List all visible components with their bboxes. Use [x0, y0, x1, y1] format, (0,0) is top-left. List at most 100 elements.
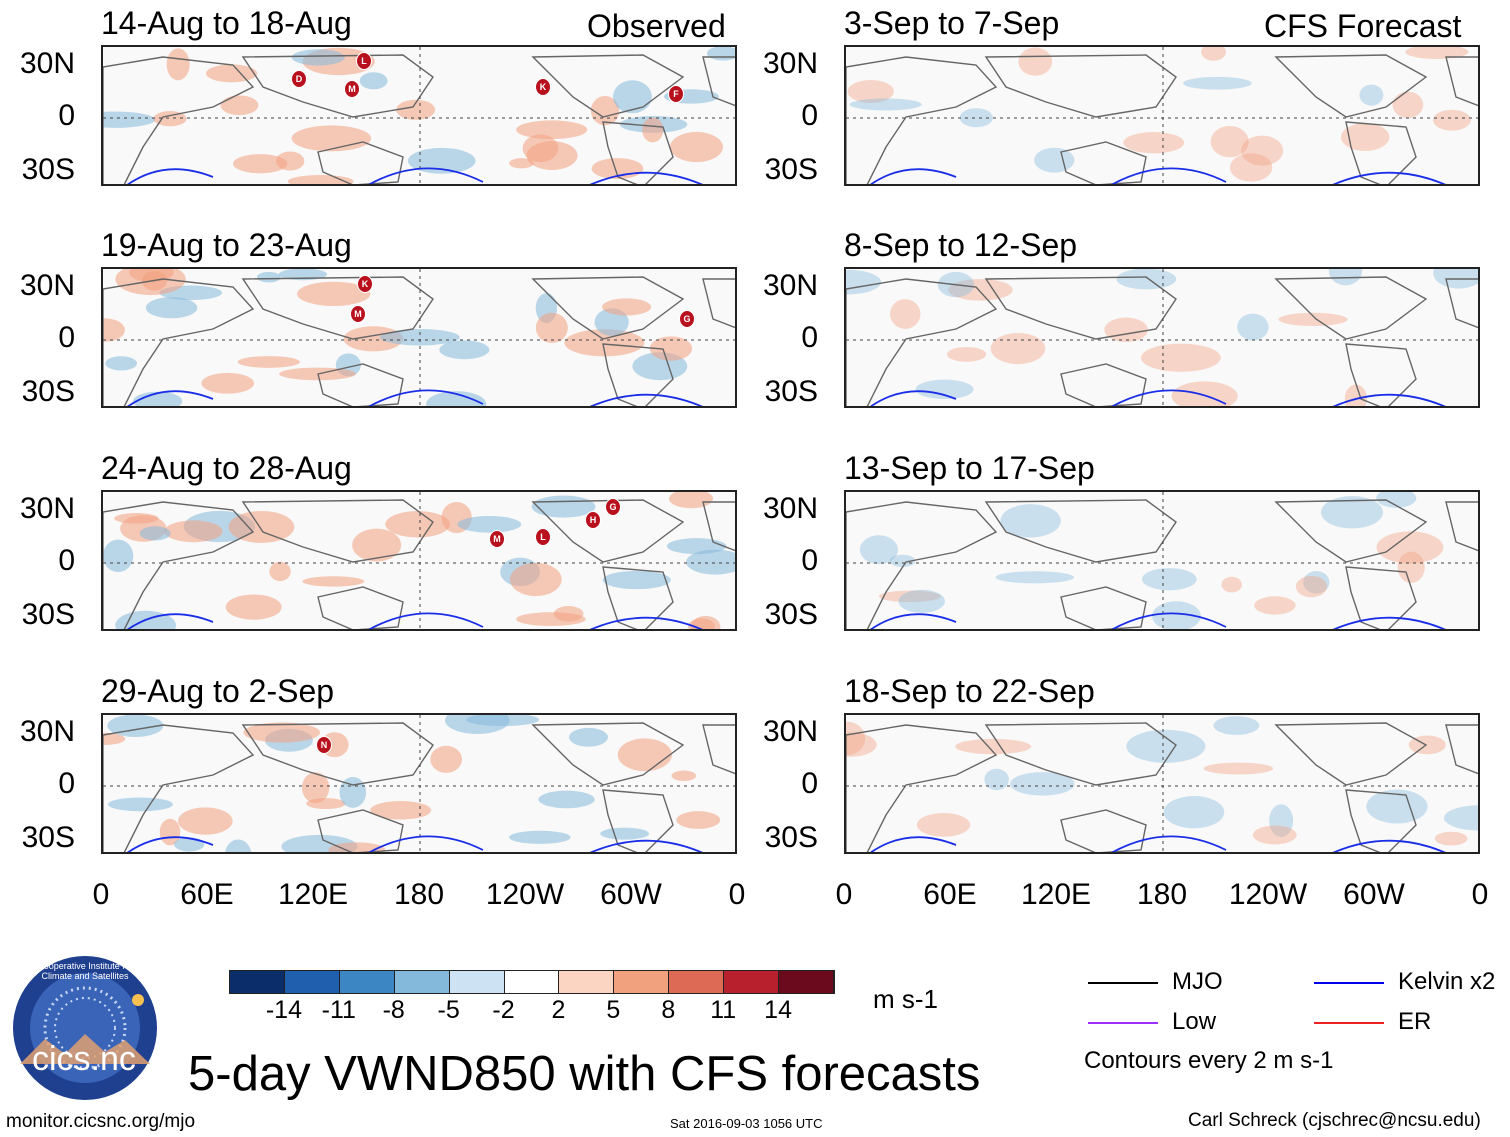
kelvin-contour: [127, 835, 703, 852]
storm-marker: K: [535, 78, 551, 96]
latitude-label: 30S: [21, 598, 75, 631]
longitude-label: 0: [835, 878, 853, 911]
anomaly-blob: [889, 299, 921, 329]
kelvin-contour: [870, 389, 1446, 406]
anomaly-blob: [103, 732, 126, 745]
anomaly-blob: [1303, 571, 1330, 594]
anomaly-blob: [1252, 825, 1297, 845]
map-canvas: [846, 269, 1478, 406]
panel-title: 18-Sep to 22-Sep: [844, 673, 1095, 709]
longitude-label: 120W: [1228, 878, 1308, 911]
storm-marker: L: [535, 528, 551, 546]
main-title: 5-day VWND850 with CFS forecasts: [188, 1047, 981, 1101]
longitude-label: 60E: [180, 878, 234, 911]
anomaly-blob: [1152, 601, 1201, 629]
longitude-label: 60W: [600, 878, 662, 911]
coastline: [1274, 499, 1428, 563]
coastline: [103, 56, 255, 184]
legend-line: [1314, 982, 1384, 984]
anomaly-blob: [1397, 551, 1425, 583]
anomaly-blob: [617, 738, 672, 772]
longitude-label: 180: [1136, 878, 1188, 911]
latitude-label: 0: [58, 767, 75, 800]
anomaly-blob: [1018, 47, 1053, 76]
anomaly-blob: [1376, 492, 1417, 508]
anomaly-blob: [984, 768, 1009, 791]
anomaly-blob: [225, 839, 252, 852]
longitude-label: 0: [1471, 878, 1489, 911]
anomaly-blob: [174, 837, 205, 852]
anomaly-blob: [201, 372, 255, 394]
colorbar-cell: [284, 971, 340, 993]
colorbar-tick: -11: [321, 996, 356, 1024]
anomaly-blob: [602, 570, 671, 590]
anomaly-blob: [178, 807, 233, 835]
footer-author: Carl Schreck (cjschrec@ncsu.edu): [1188, 1110, 1481, 1131]
coastline: [317, 809, 404, 852]
anomaly-blob: [1229, 153, 1273, 182]
panel-title: 24-Aug to 28-Aug: [101, 450, 352, 486]
latitude-label: 0: [801, 767, 818, 800]
map-panel: [844, 713, 1480, 854]
anomaly-blob: [670, 131, 724, 163]
kelvin-contour: [870, 612, 1446, 629]
kelvin-contour: [127, 389, 703, 406]
map-panel: [101, 713, 737, 854]
colorbar-tick: -8: [382, 996, 405, 1024]
anomaly-blob: [690, 615, 721, 629]
anomaly-blob: [1392, 91, 1424, 119]
latitude-label: 30S: [764, 821, 818, 854]
anomaly-blob: [1183, 76, 1252, 90]
coastline: [103, 501, 255, 629]
anomaly-blob: [301, 772, 330, 804]
anomaly-blob: [1210, 125, 1249, 158]
map-canvas: [846, 492, 1478, 629]
colorbar-cell: [779, 971, 834, 993]
anomaly-blob: [594, 308, 629, 336]
observed-label: Observed: [587, 8, 726, 44]
panel-title: 3-Sep to 7-Sep: [844, 5, 1060, 41]
anomaly-blob: [1010, 772, 1075, 796]
coastline: [602, 343, 674, 406]
anomaly-blob: [328, 842, 386, 852]
panel-title: 14-Aug to 18-Aug: [101, 5, 352, 41]
coastline: [1274, 54, 1428, 118]
storm-marker: D: [291, 70, 307, 88]
contour-note: Contours every 2 m s-1: [1084, 1047, 1334, 1074]
latitude-label: 30N: [762, 715, 818, 748]
anomaly-blob: [846, 732, 877, 757]
storm-marker: M: [350, 305, 366, 323]
coastline: [317, 586, 404, 629]
anomaly-blob: [1359, 84, 1384, 106]
longitude-label: 0: [728, 878, 746, 911]
coastline: [984, 722, 1177, 786]
colorbar-tick: -14: [265, 996, 302, 1024]
anomaly-blob: [1269, 804, 1294, 838]
latitude-label: 30N: [762, 492, 818, 525]
anomaly-blob: [847, 80, 894, 103]
colorbar-cell: [230, 971, 285, 993]
coastline: [702, 56, 735, 107]
anomaly-blob: [269, 561, 291, 582]
coastline: [1345, 343, 1417, 406]
anomaly-blob: [568, 727, 609, 747]
storm-marker: K: [357, 275, 373, 293]
latitude-label: 30S: [764, 598, 818, 631]
logo-ring-text: Cooperative Institute for Climate and Sa…: [37, 961, 133, 981]
colorbar-cell: [559, 971, 615, 993]
coastline: [846, 278, 998, 406]
coastline: [984, 276, 1177, 340]
anomaly-blob: [407, 147, 476, 174]
coastline: [602, 789, 674, 852]
anomaly-blob: [859, 535, 898, 565]
anomaly-blob: [538, 790, 595, 809]
anomaly-blob: [898, 589, 946, 613]
legend-label: Kelvin x2: [1398, 968, 1496, 995]
storm-marker: N: [316, 736, 332, 754]
anomaly-blob: [225, 594, 282, 620]
map-panel: [844, 267, 1480, 408]
anomaly-blob: [233, 154, 288, 174]
anomaly-blob: [1142, 568, 1197, 591]
anomaly-blob: [671, 770, 697, 781]
anomaly-blob: [139, 526, 171, 541]
